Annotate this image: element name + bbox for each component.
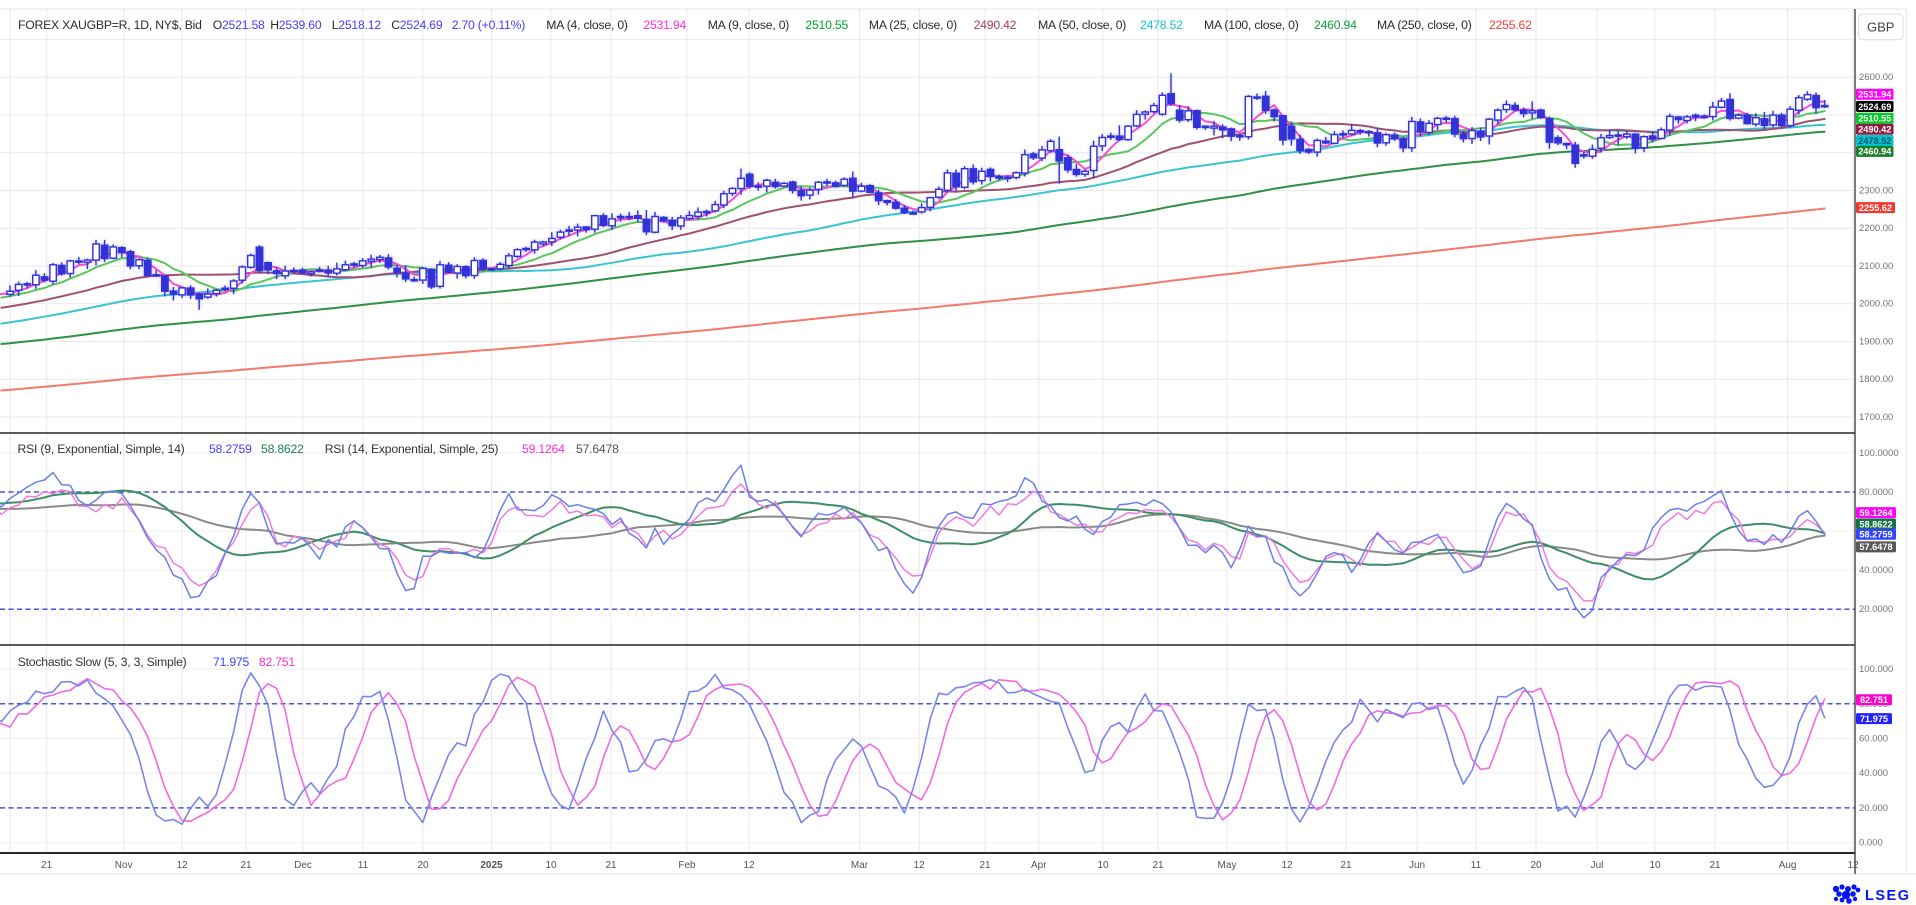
svg-text:21: 21 xyxy=(979,860,991,871)
svg-text:2200.00: 2200.00 xyxy=(1859,223,1893,234)
svg-text:21: 21 xyxy=(1152,860,1164,871)
svg-text:20.000: 20.000 xyxy=(1859,803,1888,814)
svg-text:10: 10 xyxy=(1097,860,1109,871)
svg-text:71.975: 71.975 xyxy=(1860,714,1888,724)
svg-text:RSI (9, Exponential, Simple, 1: RSI (9, Exponential, Simple, 14) xyxy=(18,442,185,456)
svg-text:58.8622: 58.8622 xyxy=(261,442,304,456)
svg-text:1900.00: 1900.00 xyxy=(1859,337,1893,348)
svg-text:12: 12 xyxy=(176,860,188,871)
svg-text:2.70 (+0.11%): 2.70 (+0.11%) xyxy=(452,18,526,32)
svg-text:Jun: Jun xyxy=(1409,860,1425,871)
svg-text:71.975: 71.975 xyxy=(213,655,249,669)
svg-text:2490.42: 2490.42 xyxy=(974,18,1017,32)
svg-text:2100.00: 2100.00 xyxy=(1859,261,1893,272)
svg-text:FOREX XAUGBP=R, 1D, NY$, Bid: FOREX XAUGBP=R, 1D, NY$, Bid xyxy=(18,18,202,32)
svg-text:12: 12 xyxy=(1281,860,1293,871)
svg-text:MA (9, close, 0): MA (9, close, 0) xyxy=(708,18,790,32)
svg-text:GBP: GBP xyxy=(1867,20,1894,35)
svg-text:20: 20 xyxy=(1530,860,1542,871)
svg-text:2255.62: 2255.62 xyxy=(1859,203,1892,213)
svg-text:RSI (14, Exponential, Simple,: RSI (14, Exponential, Simple, 25) xyxy=(325,442,499,456)
svg-text:60.000: 60.000 xyxy=(1859,734,1888,745)
svg-text:10: 10 xyxy=(1649,860,1661,871)
svg-text:May: May xyxy=(1218,860,1237,871)
svg-text:2524.69: 2524.69 xyxy=(1858,102,1891,112)
svg-text:1700.00: 1700.00 xyxy=(1859,412,1893,423)
svg-text:C2524.69: C2524.69 xyxy=(391,18,443,32)
svg-text:2255.62: 2255.62 xyxy=(1489,18,1532,32)
svg-text:2510.55: 2510.55 xyxy=(1858,114,1891,124)
svg-text:58.2759: 58.2759 xyxy=(209,442,252,456)
svg-text:2300.00: 2300.00 xyxy=(1859,186,1893,197)
svg-text:21: 21 xyxy=(1709,860,1721,871)
svg-text:2478.52: 2478.52 xyxy=(1858,136,1891,146)
svg-text:58.2759: 58.2759 xyxy=(1859,530,1892,540)
svg-text:2025: 2025 xyxy=(480,860,503,871)
svg-text:2531.94: 2531.94 xyxy=(643,18,686,32)
svg-text:82.751: 82.751 xyxy=(1860,695,1888,705)
svg-text:21: 21 xyxy=(41,860,53,871)
svg-text:O2521.58: O2521.58 xyxy=(213,18,265,32)
svg-text:11: 11 xyxy=(1471,860,1482,871)
svg-text:12: 12 xyxy=(743,860,755,871)
svg-text:2490.42: 2490.42 xyxy=(1858,125,1891,135)
svg-text:0.000: 0.000 xyxy=(1859,838,1883,849)
svg-text:21: 21 xyxy=(240,860,252,871)
svg-text:21: 21 xyxy=(605,860,617,871)
svg-text:2600.00: 2600.00 xyxy=(1859,72,1893,83)
svg-text:40.000: 40.000 xyxy=(1859,768,1888,779)
svg-text:H2539.60: H2539.60 xyxy=(270,18,322,32)
svg-text:Jul: Jul xyxy=(1591,860,1604,871)
svg-text:10: 10 xyxy=(545,860,557,871)
svg-text:2460.94: 2460.94 xyxy=(1314,18,1357,32)
svg-text:MA (50, close, 0): MA (50, close, 0) xyxy=(1038,18,1126,32)
svg-text:12: 12 xyxy=(914,860,926,871)
svg-text:Feb: Feb xyxy=(678,860,696,871)
svg-text:Apr: Apr xyxy=(1031,860,1047,871)
svg-text:80.0000: 80.0000 xyxy=(1859,487,1893,498)
svg-text:Aug: Aug xyxy=(1779,860,1797,871)
svg-text:Dec: Dec xyxy=(294,860,312,871)
svg-text:20.0000: 20.0000 xyxy=(1859,604,1893,615)
svg-text:57.6478: 57.6478 xyxy=(1859,542,1892,552)
svg-text:L2518.12: L2518.12 xyxy=(332,18,382,32)
svg-text:Mar: Mar xyxy=(851,860,869,871)
svg-text:1800.00: 1800.00 xyxy=(1859,374,1893,385)
svg-text:2531.94: 2531.94 xyxy=(1858,90,1892,100)
svg-text:11: 11 xyxy=(358,860,369,871)
svg-text:LSEG: LSEG xyxy=(1865,888,1910,904)
svg-text:100.0000: 100.0000 xyxy=(1859,448,1899,459)
svg-text:2460.94: 2460.94 xyxy=(1858,147,1892,157)
svg-text:2478.52: 2478.52 xyxy=(1140,18,1183,32)
svg-text:Nov: Nov xyxy=(115,860,133,871)
svg-text:59.1264: 59.1264 xyxy=(522,442,565,456)
svg-text:Stochastic Slow (5, 3, 3, Simp: Stochastic Slow (5, 3, 3, Simple) xyxy=(18,655,187,669)
svg-text:12: 12 xyxy=(1847,860,1859,871)
svg-text:2510.55: 2510.55 xyxy=(805,18,848,32)
svg-text:20: 20 xyxy=(417,860,429,871)
svg-text:100.000: 100.000 xyxy=(1859,664,1893,675)
svg-text:MA (25, close, 0): MA (25, close, 0) xyxy=(869,18,957,32)
svg-text:58.8622: 58.8622 xyxy=(1859,519,1892,529)
svg-text:2000.00: 2000.00 xyxy=(1859,299,1893,310)
svg-text:57.6478: 57.6478 xyxy=(576,442,619,456)
svg-text:21: 21 xyxy=(1340,860,1352,871)
svg-text:MA (100, close, 0): MA (100, close, 0) xyxy=(1204,18,1299,32)
svg-text:59.1264: 59.1264 xyxy=(1859,508,1893,518)
svg-text:40.0000: 40.0000 xyxy=(1859,565,1893,576)
svg-text:82.751: 82.751 xyxy=(259,655,295,669)
svg-text:MA (250, close, 0): MA (250, close, 0) xyxy=(1377,18,1472,32)
svg-text:MA (4, close, 0): MA (4, close, 0) xyxy=(546,18,628,32)
